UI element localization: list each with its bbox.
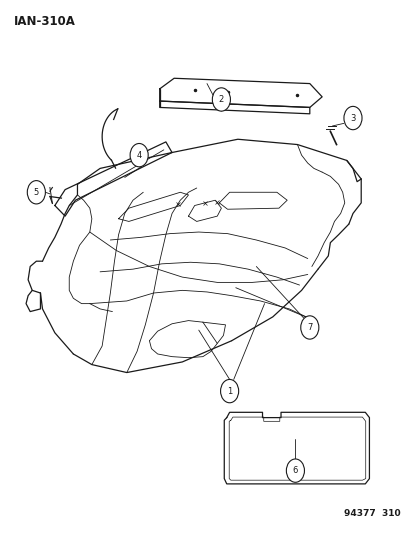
Circle shape — [212, 88, 230, 111]
Circle shape — [343, 107, 361, 130]
Text: IAN-310A: IAN-310A — [14, 14, 76, 28]
Text: 2: 2 — [218, 95, 223, 104]
Text: 6: 6 — [292, 466, 297, 475]
Circle shape — [130, 143, 148, 167]
Circle shape — [286, 459, 304, 482]
Text: 94377  310: 94377 310 — [343, 510, 399, 519]
Circle shape — [220, 379, 238, 403]
Text: 3: 3 — [349, 114, 355, 123]
Text: 1: 1 — [226, 386, 232, 395]
Text: 5: 5 — [33, 188, 39, 197]
Text: 7: 7 — [306, 323, 312, 332]
Text: 4: 4 — [136, 151, 141, 160]
Circle shape — [300, 316, 318, 339]
Circle shape — [27, 181, 45, 204]
